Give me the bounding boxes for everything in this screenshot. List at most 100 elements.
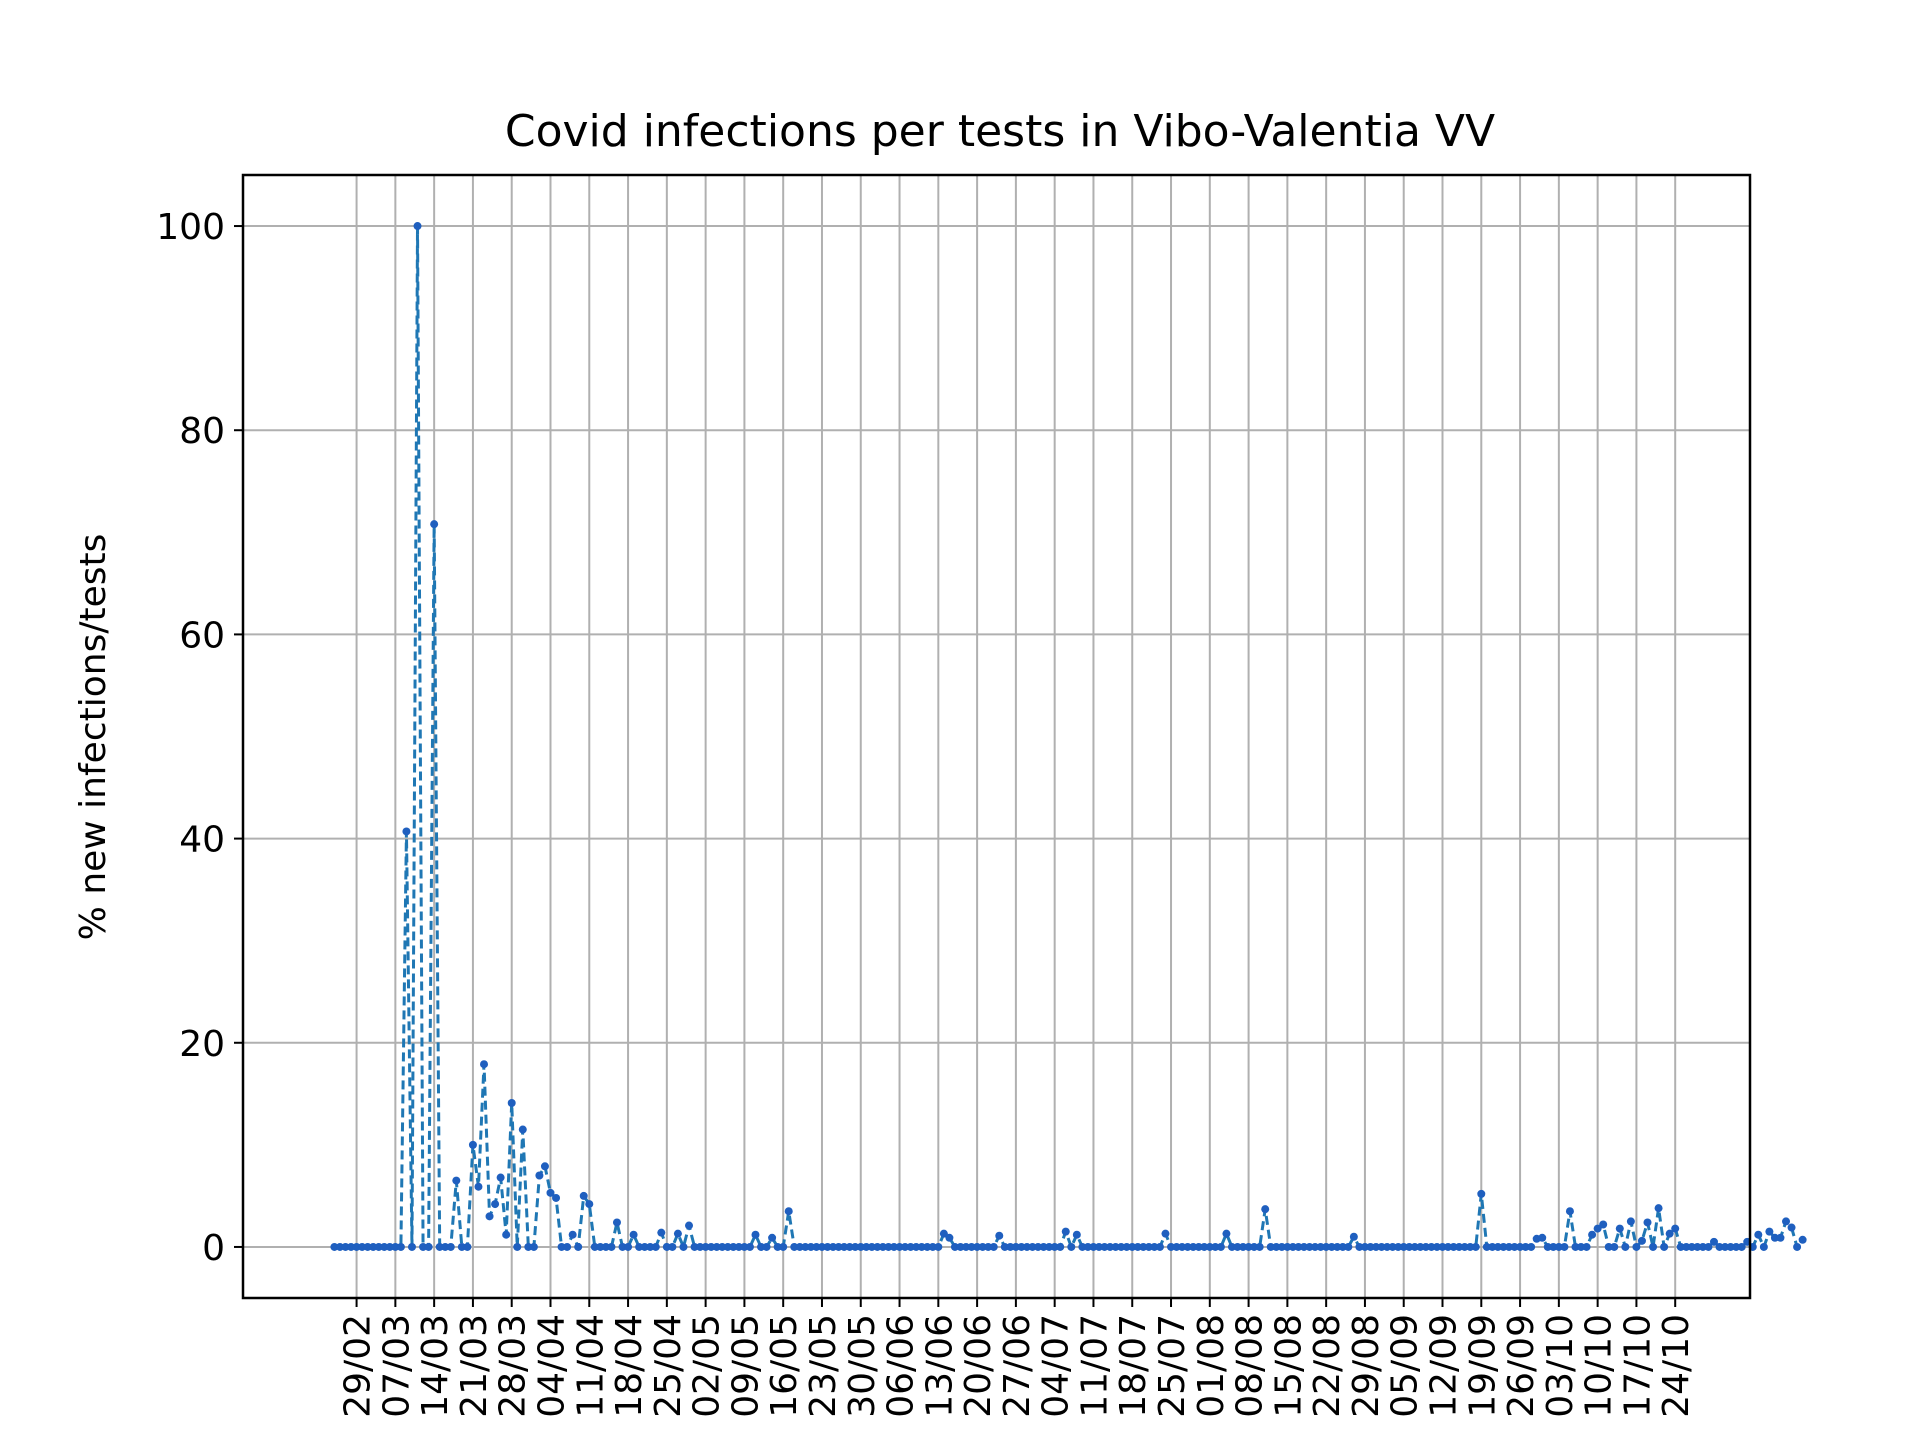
data-point	[1698, 1242, 1707, 1251]
data-point	[878, 1242, 887, 1251]
data-point	[1117, 1242, 1126, 1251]
data-point	[1632, 1242, 1641, 1251]
data-point	[1355, 1242, 1364, 1251]
data-point	[734, 1242, 743, 1251]
data-point	[529, 1242, 538, 1251]
data-point	[1261, 1205, 1270, 1214]
data-point	[1233, 1242, 1242, 1251]
data-point	[635, 1242, 644, 1251]
data-point	[574, 1242, 583, 1251]
y-tick-label: 100	[156, 207, 225, 248]
data-point	[967, 1242, 976, 1251]
data-point	[1144, 1242, 1153, 1251]
data-point	[1765, 1227, 1774, 1236]
data-point	[978, 1242, 987, 1251]
data-point	[579, 1191, 588, 1200]
data-point	[363, 1242, 372, 1251]
data-point	[1178, 1242, 1187, 1251]
data-point	[928, 1242, 937, 1251]
data-point	[1759, 1242, 1768, 1251]
data-point	[1205, 1242, 1214, 1251]
data-point	[374, 1242, 383, 1251]
data-point	[1122, 1242, 1131, 1251]
data-point	[1538, 1233, 1547, 1242]
data-point	[1737, 1242, 1746, 1251]
data-point	[518, 1125, 527, 1134]
data-point	[762, 1242, 771, 1251]
x-tick-label: 13/06	[919, 1314, 960, 1418]
data-point	[1288, 1242, 1297, 1251]
x-tick-label: 08/08	[1230, 1314, 1271, 1418]
series-line-group	[330, 222, 1807, 1251]
data-point	[1388, 1242, 1397, 1251]
data-point	[784, 1207, 793, 1216]
data-point	[1305, 1242, 1314, 1251]
data-point	[524, 1242, 533, 1251]
data-point	[1383, 1242, 1392, 1251]
data-point	[1227, 1242, 1236, 1251]
data-point	[563, 1242, 572, 1251]
data-point	[1139, 1242, 1148, 1251]
x-tick-label: 07/03	[376, 1314, 417, 1418]
data-point	[884, 1242, 893, 1251]
data-point	[540, 1162, 549, 1171]
data-point	[1444, 1242, 1453, 1251]
data-point	[1577, 1242, 1586, 1251]
x-tick-label: 09/05	[725, 1314, 766, 1418]
data-point	[1172, 1242, 1181, 1251]
data-point	[596, 1242, 605, 1251]
x-tick-label: 25/07	[1152, 1314, 1193, 1418]
data-point	[895, 1242, 904, 1251]
data-point	[1061, 1227, 1070, 1236]
data-point	[829, 1242, 838, 1251]
data-point	[668, 1242, 677, 1251]
data-point	[834, 1242, 843, 1251]
data-point	[1194, 1242, 1203, 1251]
data-point	[745, 1242, 754, 1251]
data-point	[1316, 1242, 1325, 1251]
data-point	[823, 1242, 832, 1251]
data-point	[1637, 1236, 1646, 1245]
data-point	[468, 1140, 477, 1149]
data-point	[1693, 1242, 1702, 1251]
data-point	[1299, 1242, 1308, 1251]
data-point	[1665, 1229, 1674, 1238]
x-tick-label: 28/03	[493, 1314, 534, 1418]
data-point	[712, 1242, 721, 1251]
x-tick-label: 20/06	[958, 1314, 999, 1418]
data-point	[419, 1242, 428, 1251]
data-point	[673, 1229, 682, 1238]
data-point	[352, 1242, 361, 1251]
data-point	[1726, 1242, 1735, 1251]
x-tick-label: 19/09	[1462, 1314, 1503, 1418]
data-point	[1089, 1242, 1098, 1251]
data-point	[1427, 1242, 1436, 1251]
data-point	[452, 1176, 461, 1185]
data-point	[1200, 1242, 1209, 1251]
data-point	[435, 1242, 444, 1251]
data-point	[1167, 1242, 1176, 1251]
data-point	[629, 1230, 638, 1239]
data-point	[1471, 1242, 1480, 1251]
data-point	[1266, 1242, 1275, 1251]
data-point	[485, 1212, 494, 1221]
x-tick-label: 01/08	[1191, 1314, 1232, 1418]
data-point	[662, 1242, 671, 1251]
data-point	[1593, 1224, 1602, 1233]
data-point	[441, 1242, 450, 1251]
data-point	[867, 1242, 876, 1251]
data-point	[1327, 1242, 1336, 1251]
data-point	[917, 1242, 926, 1251]
data-point	[779, 1242, 788, 1251]
data-point	[729, 1242, 738, 1251]
data-point	[330, 1242, 339, 1251]
data-point	[496, 1173, 505, 1182]
data-point	[1189, 1242, 1198, 1251]
data-point	[1294, 1242, 1303, 1251]
series-line	[334, 224, 1804, 1249]
data-point	[1660, 1242, 1669, 1251]
data-point	[768, 1233, 777, 1242]
data-point	[1782, 1217, 1791, 1226]
data-point	[1754, 1230, 1763, 1239]
